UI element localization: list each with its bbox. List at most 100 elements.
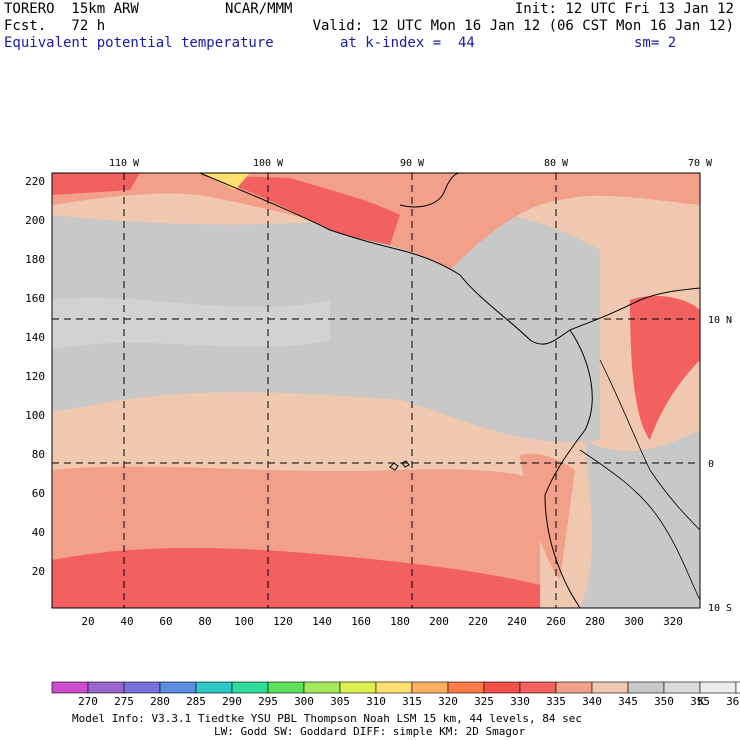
colorbar-label: 360 xyxy=(726,695,740,708)
andes-cool-region xyxy=(580,430,700,608)
y-tick: 200 xyxy=(25,214,45,227)
colorbar-label: 335 xyxy=(546,695,566,708)
y-tick: 40 xyxy=(32,526,45,539)
colorbar-labels: 270 275 280 285 290 295 300 305 310 315 320 325 330 3… xyxy=(78,695,740,708)
x-tick: 160 xyxy=(351,615,371,628)
x-tick: 40 xyxy=(120,615,133,628)
map-frame xyxy=(51,172,701,609)
colorbar-label: 355 xyxy=(690,695,710,708)
theta-e-field xyxy=(52,173,700,608)
coastal-warm-region xyxy=(520,453,575,580)
colorbar-label: 320 xyxy=(438,695,458,708)
yucatan-coast xyxy=(399,173,461,208)
model-info-line1: Model Info: V3.3.1 Tiedtke YSU PBL Thomp… xyxy=(72,712,582,725)
x-tick: 280 xyxy=(585,615,605,628)
x-grid-labels: 20 40 60 80 100 120 140 160 180 200 220 … xyxy=(81,615,683,628)
colorbar-label: 340 xyxy=(582,695,602,708)
colorbar-swatch xyxy=(663,681,701,694)
lon-label: 100 W xyxy=(253,158,284,169)
colorbar-label: 270 xyxy=(78,695,98,708)
longitude-labels: 110 W 100 W 90 W 80 W 70 W xyxy=(109,158,713,169)
colorbar-swatch xyxy=(483,681,521,694)
colorbar-swatch xyxy=(447,681,485,694)
colorbar-swatch xyxy=(627,681,665,694)
hot-band-south xyxy=(52,547,540,608)
init-time: Init: 12 UTC Fri 13 Jan 12 xyxy=(514,1,734,17)
y-tick: 140 xyxy=(25,331,45,344)
colorbar-label: 290 xyxy=(222,695,242,708)
colorbar-label: 345 xyxy=(618,695,638,708)
coastlines xyxy=(199,173,700,608)
x-tick: 80 xyxy=(198,615,211,628)
y-tick: 160 xyxy=(25,292,45,305)
colorbar-swatch xyxy=(267,681,305,694)
country-border-2 xyxy=(579,449,700,601)
colorbar-swatch xyxy=(735,681,740,694)
warm-peak-region xyxy=(200,173,250,190)
x-tick: 260 xyxy=(546,615,566,628)
x-tick: 100 xyxy=(234,615,254,628)
y-tick: 180 xyxy=(25,253,45,266)
smoothing-label: sm= 2 xyxy=(634,35,677,51)
x-tick: 180 xyxy=(390,615,410,628)
y-tick: 120 xyxy=(25,370,45,383)
lat-label: 10 S xyxy=(708,603,732,614)
colorbar xyxy=(51,681,740,694)
colorbar-label: 325 xyxy=(474,695,494,708)
colorbar-label: 295 xyxy=(258,695,278,708)
colorbar-swatch xyxy=(51,681,89,694)
y-tick: 20 xyxy=(32,565,45,578)
graticule xyxy=(52,173,700,608)
y-grid-labels: 220 200 180 160 140 120 100 80 60 40 20 xyxy=(25,175,45,578)
colorbar-label: 330 xyxy=(510,695,530,708)
x-tick: 20 xyxy=(81,615,94,628)
org-label: NCAR/MMM xyxy=(225,1,293,17)
colorbar-swatch xyxy=(303,681,341,694)
colorbar-swatch xyxy=(195,681,233,694)
colorbar-swatch xyxy=(699,681,737,694)
x-tick: 220 xyxy=(468,615,488,628)
latitude-labels: 10 N 0 10 S xyxy=(708,315,732,614)
y-tick: 220 xyxy=(25,175,45,188)
colorbar-swatch xyxy=(231,681,269,694)
colorbar-swatch xyxy=(411,681,449,694)
hot-region-mexico xyxy=(200,175,400,245)
hot-region-northwest xyxy=(52,173,140,195)
colorbar-swatch xyxy=(375,681,413,694)
field-name: Equivalent potential temperature xyxy=(4,35,274,51)
x-tick: 60 xyxy=(159,615,172,628)
model-title: TORERO 15km ARW xyxy=(4,1,139,17)
colorbar-swatch xyxy=(555,681,593,694)
valid-time: Valid: 12 UTC Mon 16 Jan 12 (06 CST Mon … xyxy=(312,18,734,34)
central-america-coast xyxy=(199,173,700,345)
colorbar-label: 315 xyxy=(402,695,422,708)
lon-label: 110 W xyxy=(109,158,140,169)
colorbar-swatch xyxy=(519,681,557,694)
y-tick: 60 xyxy=(32,487,45,500)
colorbar-label: 280 xyxy=(150,695,170,708)
cool-ocean-band xyxy=(52,297,330,350)
colorbar-swatch xyxy=(591,681,629,694)
lon-label: 70 W xyxy=(688,158,713,169)
colorbar-swatch xyxy=(159,681,197,694)
level-label: at k-index = 44 xyxy=(340,35,475,51)
colorbar-label: 310 xyxy=(366,695,386,708)
country-border-1 xyxy=(599,359,700,531)
x-tick: 140 xyxy=(312,615,332,628)
x-tick: 300 xyxy=(624,615,644,628)
lat-label: 0 xyxy=(708,459,714,470)
y-tick: 80 xyxy=(32,448,45,461)
x-tick: 200 xyxy=(429,615,449,628)
lon-label: 90 W xyxy=(400,158,425,169)
south-america-west-coast xyxy=(544,329,593,608)
hot-region-colombia xyxy=(630,295,700,440)
y-tick: 100 xyxy=(25,409,45,422)
x-tick: 120 xyxy=(273,615,293,628)
lat-label: 10 N xyxy=(708,315,732,326)
colorbar-swatch xyxy=(123,681,161,694)
x-tick: 320 xyxy=(663,615,683,628)
colorbar-label: 285 xyxy=(186,695,206,708)
lon-label: 80 W xyxy=(544,158,569,169)
galapagos-islands xyxy=(389,460,410,471)
